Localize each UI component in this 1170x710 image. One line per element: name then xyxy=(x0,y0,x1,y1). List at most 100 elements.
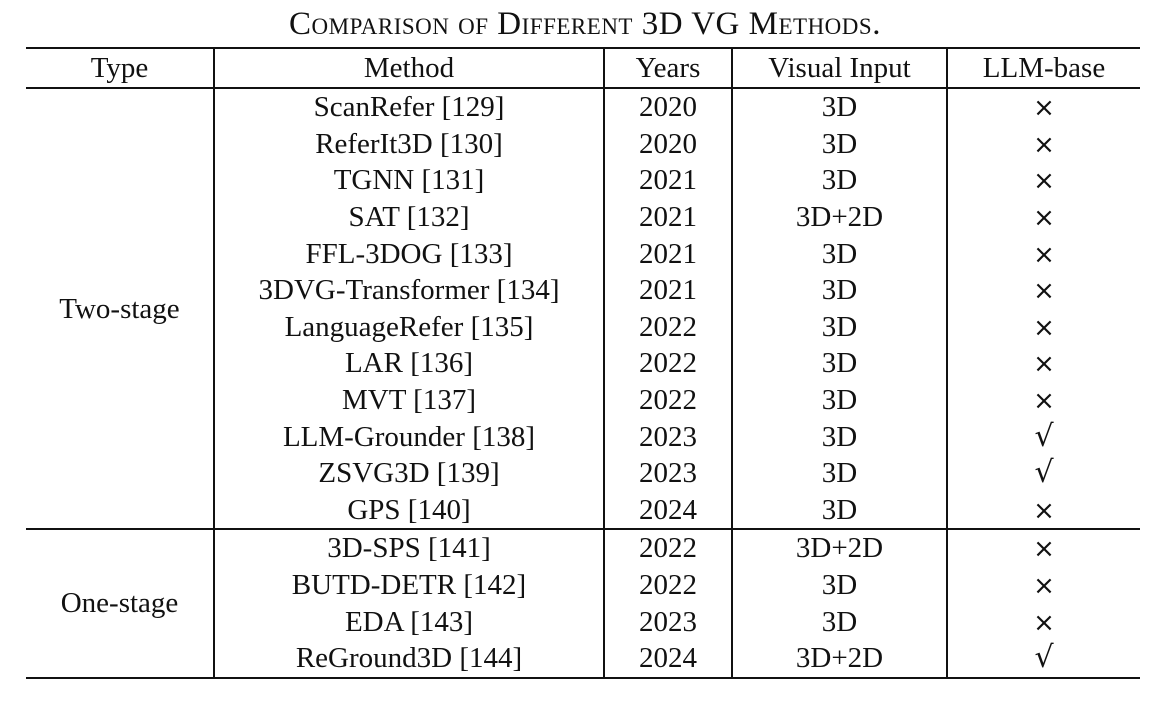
llm-base-cell: × xyxy=(946,88,1140,126)
cross-icon: × xyxy=(1033,129,1055,160)
year-cell: 2021 xyxy=(603,235,732,272)
header-type: Type xyxy=(26,47,214,89)
visual-input-cell: 3D xyxy=(731,381,947,419)
table-row: ReferIt3D [130] 2020 3D × xyxy=(26,125,1140,163)
year-cell: 2022 xyxy=(603,529,732,567)
year-cell: 2022 xyxy=(603,345,732,382)
checkmark-icon: √ xyxy=(1034,418,1054,454)
cross-icon: × xyxy=(1033,534,1055,565)
table-caption: Comparison of Different 3D VG Methods. xyxy=(289,6,881,42)
method-cell: ZSVG3D [139] xyxy=(213,454,604,492)
cross-icon: × xyxy=(1033,607,1055,638)
method-cell: ReGround3D [144] xyxy=(213,639,604,679)
cross-icon: × xyxy=(1033,495,1055,526)
visual-input-cell: 3D xyxy=(731,345,947,382)
cross-icon: × xyxy=(1033,386,1055,417)
year-cell: 2024 xyxy=(603,639,732,679)
method-cell: FFL-3DOG [133] xyxy=(213,235,604,272)
header-llm-base: LLM-base xyxy=(946,47,1140,89)
llm-base-cell: × xyxy=(946,345,1140,382)
year-cell: 2021 xyxy=(603,271,732,309)
visual-input-cell: 3D xyxy=(731,491,947,531)
year-cell: 2023 xyxy=(603,418,732,455)
visual-input-cell: 3D xyxy=(731,125,947,163)
visual-input-cell: 3D xyxy=(731,162,947,199)
table-row: TGNN [131] 2021 3D × xyxy=(26,162,1140,199)
method-cell: GPS [140] xyxy=(213,491,604,531)
table-row: GPS [140] 2024 3D × xyxy=(26,491,1140,531)
table-row: SAT [132] 2021 3D+2D × xyxy=(26,198,1140,236)
checkmark-icon: √ xyxy=(1034,455,1054,491)
llm-base-cell: × xyxy=(946,566,1140,604)
method-cell: BUTD-DETR [142] xyxy=(213,566,604,604)
table-row: LLM-Grounder [138] 2023 3D √ xyxy=(26,418,1140,455)
cross-icon: × xyxy=(1033,166,1055,197)
header-row: Type Method Years Visual Input LLM-base xyxy=(26,47,1140,89)
llm-base-cell: √ xyxy=(946,418,1140,455)
visual-input-cell: 3D+2D xyxy=(731,529,947,567)
year-cell: 2022 xyxy=(603,308,732,346)
year-cell: 2024 xyxy=(603,491,732,531)
method-cell: LLM-Grounder [138] xyxy=(213,418,604,455)
cross-icon: × xyxy=(1033,276,1055,307)
year-cell: 2020 xyxy=(603,88,732,126)
visual-input-cell: 3D xyxy=(731,235,947,272)
table-row: 3DVG-Transformer [134] 2021 3D × xyxy=(26,271,1140,309)
table-header: Type Method Years Visual Input LLM-base xyxy=(26,47,1140,89)
method-cell: ScanRefer [129] xyxy=(213,88,604,126)
table-row: FFL-3DOG [133] 2021 3D × xyxy=(26,235,1140,272)
cross-icon: × xyxy=(1033,312,1055,343)
table-row: ZSVG3D [139] 2023 3D √ xyxy=(26,454,1140,492)
table-body: Two-stage ScanRefer [129] 2020 3D × ReferIt3D… xyxy=(26,88,1140,679)
cross-icon: × xyxy=(1033,349,1055,380)
llm-base-cell: √ xyxy=(946,639,1140,679)
visual-input-cell: 3D+2D xyxy=(731,198,947,236)
cross-icon: × xyxy=(1033,571,1055,602)
method-cell: LAR [136] xyxy=(213,345,604,382)
methods-table: Type Method Years Visual Input LLM-base … xyxy=(26,47,1140,679)
visual-input-cell: 3D xyxy=(731,454,947,492)
method-cell: EDA [143] xyxy=(213,603,604,640)
visual-input-cell: 3D xyxy=(731,566,947,604)
method-cell: TGNN [131] xyxy=(213,162,604,199)
cross-icon: × xyxy=(1033,239,1055,270)
table-row: Two-stage ScanRefer [129] 2020 3D × xyxy=(26,88,1140,531)
header-years: Years xyxy=(603,47,732,89)
year-cell: 2021 xyxy=(603,198,732,236)
year-cell: 2022 xyxy=(603,381,732,419)
llm-base-cell: × xyxy=(946,198,1140,236)
table-row: One-stage 3D-SPS [141] 2022 3D+2D × xyxy=(26,529,1140,679)
type-cell: One-stage xyxy=(26,529,214,679)
llm-base-cell: × xyxy=(946,491,1140,531)
type-cell: Two-stage xyxy=(26,88,214,531)
table-row: EDA [143] 2023 3D × xyxy=(26,603,1140,640)
checkmark-icon: √ xyxy=(1034,640,1054,676)
year-cell: 2023 xyxy=(603,454,732,492)
method-cell: MVT [137] xyxy=(213,381,604,419)
llm-base-cell: × xyxy=(946,162,1140,199)
year-cell: 2022 xyxy=(603,566,732,604)
year-cell: 2023 xyxy=(603,603,732,640)
llm-base-cell: × xyxy=(946,125,1140,163)
llm-base-cell: × xyxy=(946,529,1140,567)
visual-input-cell: 3D xyxy=(731,271,947,309)
method-cell: LanguageRefer [135] xyxy=(213,308,604,346)
table-row: BUTD-DETR [142] 2022 3D × xyxy=(26,566,1140,604)
visual-input-cell: 3D+2D xyxy=(731,639,947,679)
header-visual-input: Visual Input xyxy=(731,47,947,89)
method-cell: SAT [132] xyxy=(213,198,604,236)
llm-base-cell: × xyxy=(946,603,1140,640)
cross-icon: × xyxy=(1033,203,1055,234)
llm-base-cell: √ xyxy=(946,454,1140,492)
table-row: LanguageRefer [135] 2022 3D × xyxy=(26,308,1140,346)
table-row: LAR [136] 2022 3D × xyxy=(26,345,1140,382)
header-method: Method xyxy=(213,47,604,89)
llm-base-cell: × xyxy=(946,271,1140,309)
visual-input-cell: 3D xyxy=(731,308,947,346)
table-row: ReGround3D [144] 2024 3D+2D √ xyxy=(26,639,1140,679)
cross-icon: × xyxy=(1033,93,1055,124)
method-cell: 3D-SPS [141] xyxy=(213,529,604,567)
year-cell: 2020 xyxy=(603,125,732,163)
llm-base-cell: × xyxy=(946,308,1140,346)
year-cell: 2021 xyxy=(603,162,732,199)
